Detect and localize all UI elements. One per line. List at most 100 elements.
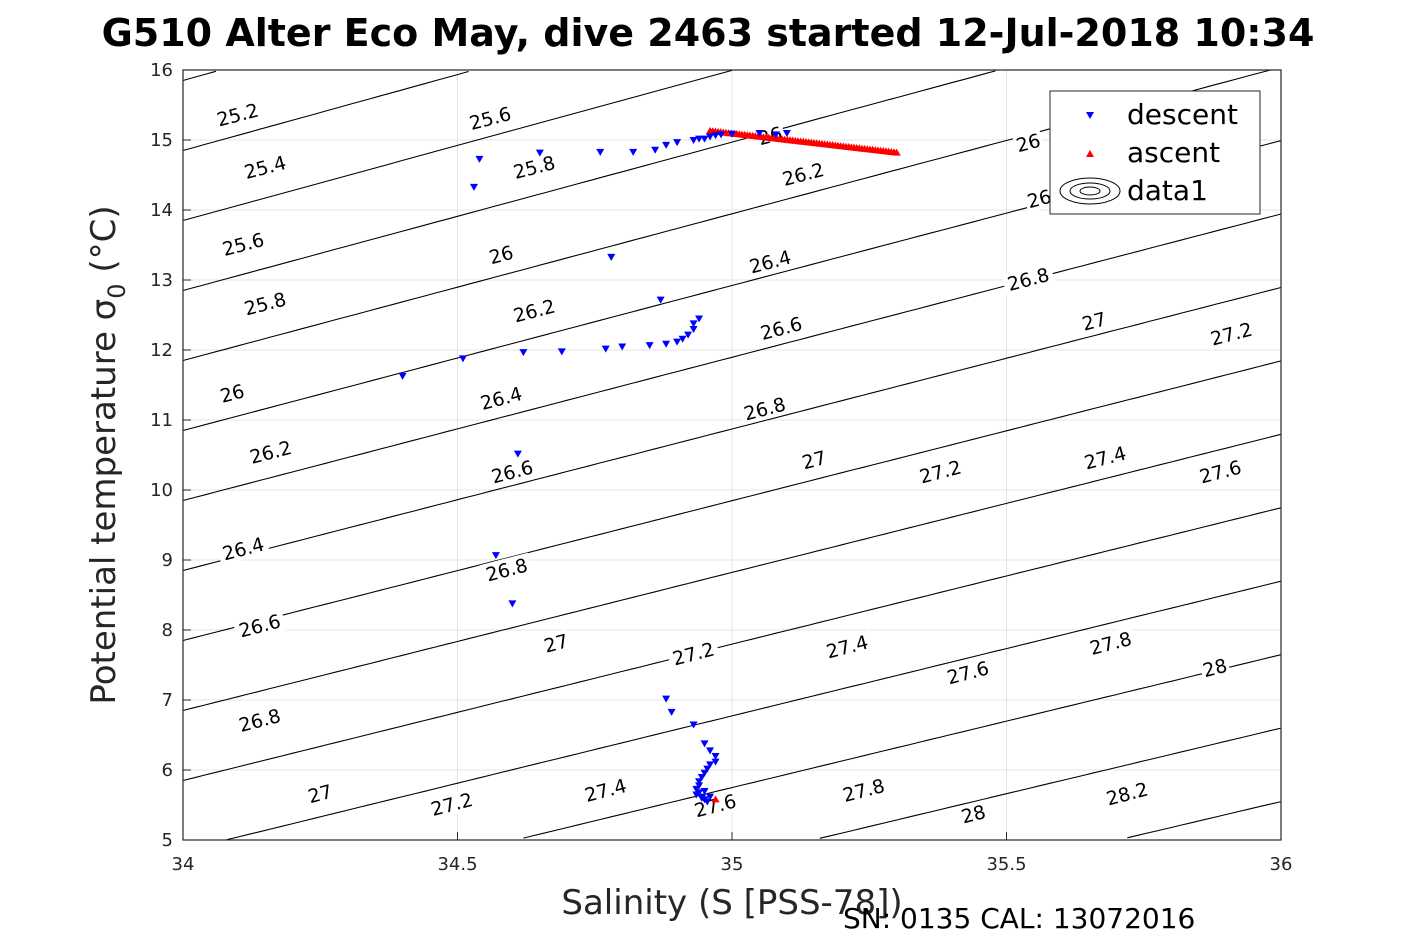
contour-label-bg [216,227,271,261]
descent-point [458,355,467,363]
legend-box [1049,90,1261,215]
descent-point [491,552,500,560]
contour-label-bg [210,97,265,132]
contour-label: 27.2 [666,636,721,671]
descent-point [689,137,698,144]
contour-label-bg [1198,653,1232,682]
contour-line [819,727,1282,839]
y-tick-label: 11 [150,410,173,431]
contour-label: 26.4 [743,244,798,279]
descent-point [398,372,407,380]
descent-point [700,788,709,795]
y-tick-label: 16 [150,60,173,81]
contour-label: 27.2 [424,787,479,821]
legend-descent-marker [1086,112,1094,119]
descent-point [645,342,654,350]
legend-descent-label: descent [1127,98,1238,131]
descent-point [700,135,709,143]
chart-title: G510 Alter Eco May, dive 2463 started 12… [102,11,1315,55]
contour-line [182,433,1282,712]
descent-point [695,315,704,323]
descent-point [711,132,720,140]
contour-label-bg [913,454,968,489]
gridlines [182,69,1282,841]
legend-ascent-label: ascent [1127,136,1220,169]
contour-label-bg [1001,262,1056,296]
contour-label-bg [216,531,271,566]
descent-point [706,133,715,141]
descent-point [782,130,791,137]
legend-ascent-marker [1086,150,1094,157]
contour-label-bg [1078,440,1133,475]
contour-label-bg [539,628,573,658]
descent-point [684,331,693,339]
contour-label-bg [463,101,518,135]
y-axis-label-unit: (°C) [84,205,124,283]
contour-label-bg [243,434,298,469]
contour-label: 27 [303,779,337,808]
contour-label: 27 [539,628,573,658]
descent-point [469,183,478,191]
descent-point [689,320,698,328]
y-axis-label-sub: 0 [103,283,131,298]
descent-point [771,131,780,139]
contour-label-bg [743,244,798,279]
descent-point [697,795,706,802]
contour-label-bg [1022,184,1056,213]
svg-text:Potential temperature σ0 (°C): Potential temperature σ0 (°C) [84,205,131,704]
descent-point [662,141,671,149]
contour-label-bg [836,773,891,807]
descent-point [706,747,715,755]
contour-line [182,70,217,82]
descent-point [607,253,616,261]
contour-label-bg [1077,306,1111,336]
descent-point [697,774,706,781]
descent-point [673,338,682,346]
contour-label: 27.8 [1083,626,1138,660]
descent-point [662,695,671,703]
density-contours [182,69,1282,841]
ascent-point [892,148,901,156]
contour-line [523,654,1282,839]
x-tick-label: 34 [172,854,195,875]
descent-point [601,345,610,353]
contour-line [182,507,1282,782]
contour-line [182,70,996,292]
axis-ticks: 34 34.5 35 35.5 36 5 6 7 8 9 10 11 12 13 14 15 16 [150,60,1292,875]
y-tick-label: 7 [162,690,173,711]
contour-label-bg [507,150,562,184]
descent-point [703,798,712,806]
descent-point [703,765,712,773]
descent-point [656,296,665,304]
legend: descent ascent data1 [1049,90,1261,215]
contour-label-bg [238,150,293,184]
descent-point [557,348,566,356]
descent-point [662,340,671,348]
legend-contour-icon [1059,177,1121,205]
contour-label: 28 [957,799,990,828]
contour-label-bg [424,787,479,821]
x-tick-label: 35.5 [986,854,1026,875]
y-axis-label: Potential temperature σ0 (°C) [84,205,131,704]
contour-label-bg [479,552,534,587]
descent-point [700,769,709,777]
y-tick-label: 5 [162,830,173,851]
descent-point [692,791,701,799]
descent-point [535,149,544,157]
x-axis-label: Salinity (S [PSS-78]) [561,883,902,923]
contour-line [182,213,1282,502]
contour-line [226,580,1282,841]
descent-point [618,343,627,351]
contour-label-bg [688,788,743,823]
x-tick-label: 34.5 [437,854,477,875]
descent-point [711,758,720,766]
contour-label-bg [797,445,831,474]
y-tick-label: 15 [150,130,173,151]
contour-label-bg [578,773,633,807]
descent-point [711,753,720,760]
descent-point [728,130,736,138]
contour-line [182,70,469,152]
ascent-point [711,795,720,803]
